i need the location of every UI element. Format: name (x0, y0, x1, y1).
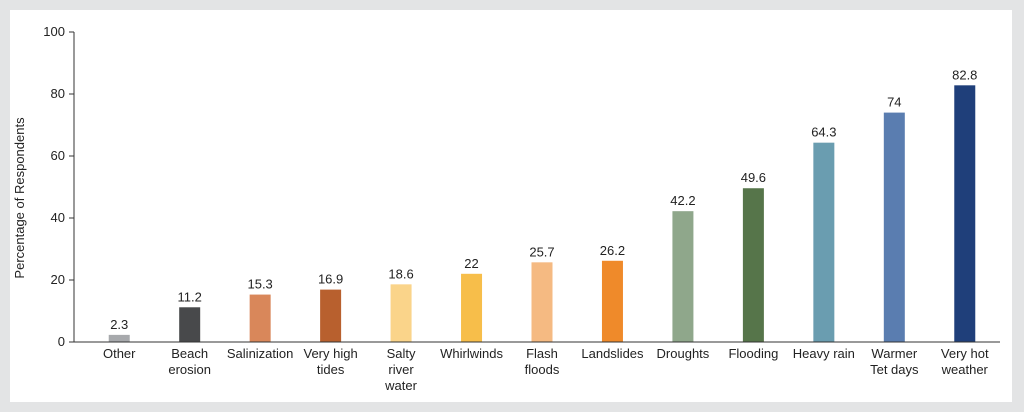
x-category-label-line: Flash (526, 346, 558, 361)
bar (742, 188, 764, 342)
bar (249, 294, 271, 342)
x-category-label-line: Very high (304, 346, 358, 361)
data-label: 49.6 (741, 170, 766, 185)
data-label: 15.3 (247, 277, 272, 292)
x-category-label-line: Landslides (581, 346, 644, 361)
y-tick-label: 40 (51, 210, 65, 225)
bar (179, 307, 201, 342)
x-category-label-line: Heavy rain (793, 346, 855, 361)
bar (813, 142, 835, 342)
x-category-label-line: Beach (171, 346, 208, 361)
bar (883, 112, 905, 342)
bar (672, 211, 694, 342)
x-category-label-line: Warmer (871, 346, 917, 361)
x-category-label-line: tides (317, 362, 345, 377)
x-category-label: Salty river water (384, 346, 417, 393)
bar (390, 284, 412, 342)
bar (954, 85, 976, 342)
bar-chart: 0 20 40 60 80 100 2.3 11.2 15.3 16.9 18.6 22 25.7 26… (12, 24, 1000, 393)
x-category-label: Warmer Tet days (870, 346, 919, 377)
x-category-label-line: erosion (168, 362, 211, 377)
data-label: 26.2 (600, 243, 625, 258)
data-label: 82.8 (952, 67, 977, 82)
x-category-label-line: Salty (387, 346, 416, 361)
data-label: 25.7 (529, 244, 554, 259)
x-category-label-line: Other (103, 346, 136, 361)
data-label: 22 (464, 256, 478, 271)
x-category-label: Very high tides (304, 346, 358, 377)
x-category-label-line: Whirlwinds (440, 346, 503, 361)
data-label: 2.3 (110, 317, 128, 332)
x-category-label: Other (103, 346, 136, 361)
bar (320, 289, 342, 342)
x-category-label: Salinization (227, 346, 294, 361)
x-category-label: Landslides (581, 346, 644, 361)
bar (531, 262, 553, 342)
chart-frame: 0 20 40 60 80 100 2.3 11.2 15.3 16.9 18.6 22 25.7 26… (10, 10, 1012, 402)
x-category-label-line: Tet days (870, 362, 919, 377)
x-category-label: Droughts (657, 346, 710, 361)
x-category-label-line: Very hot (941, 346, 989, 361)
x-category-label: Very hot weather (941, 346, 989, 377)
y-tick-label: 0 (58, 334, 65, 349)
bars: 2.3 11.2 15.3 16.9 18.6 22 25.7 26.2 42.2 49.6 64.… (108, 67, 977, 342)
x-category-label-line: Flooding (728, 346, 778, 361)
x-axis: Other Beach erosion Salinization Very high ti… (74, 341, 1000, 393)
x-category-label-line: weather (941, 362, 989, 377)
x-category-label-line: Droughts (657, 346, 710, 361)
data-label: 11.2 (178, 289, 202, 304)
data-label: 64.3 (811, 125, 836, 140)
x-category-label-line: river (388, 362, 414, 377)
y-axis-title: Percentage of Respondents (12, 117, 27, 279)
y-axis: 0 20 40 60 80 100 (43, 24, 75, 349)
data-label: 18.6 (388, 266, 413, 281)
data-label: 42.2 (670, 193, 695, 208)
y-tick-label: 80 (51, 86, 65, 101)
bar (461, 273, 483, 342)
x-category-label-line: Salinization (227, 346, 294, 361)
x-category-label-line: floods (525, 362, 560, 377)
bar (108, 334, 130, 342)
x-category-label: Heavy rain (793, 346, 855, 361)
x-category-label: Flooding (728, 346, 778, 361)
x-category-label: Beach erosion (168, 346, 211, 377)
y-tick-label: 60 (51, 148, 65, 163)
data-label: 16.9 (318, 272, 343, 287)
x-category-label: Flash floods (525, 346, 560, 377)
y-tick-label: 100 (43, 24, 65, 39)
x-category-label-line: water (384, 378, 417, 393)
data-label: 74 (887, 95, 901, 110)
x-category-label: Whirlwinds (440, 346, 503, 361)
y-tick-label: 20 (51, 272, 65, 287)
bar (601, 260, 623, 342)
